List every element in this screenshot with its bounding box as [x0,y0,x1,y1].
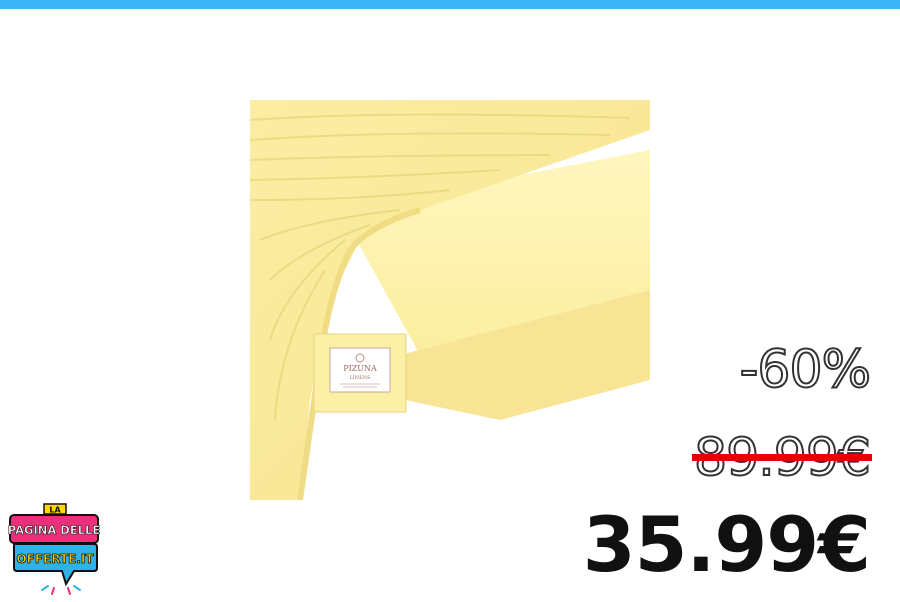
logo-line2: PAGINA DELLE [8,523,100,537]
old-price: 89.99€ [692,427,872,489]
product-image[interactable]: PIZUNA LINENS [250,100,650,500]
package-subbrand: LINENS [349,375,371,381]
discount-badge: -60% [739,339,872,401]
top-accent-bar [0,0,900,9]
old-price-container: 89.99€ [692,427,872,489]
strikethrough-line [692,454,872,461]
package-brand: PIZUNA [343,364,377,373]
logo-graphic: LA PAGINA DELLE OFFERTE.IT [7,503,101,595]
new-price: 35.99€ [582,500,871,589]
product-package: PIZUNA LINENS [313,333,407,413]
fitted-sheet-illustration: PIZUNA LINENS [250,100,650,500]
logo-line3: OFFERTE.IT [16,552,94,566]
logo-line1: LA [49,506,61,515]
site-logo[interactable]: LA PAGINA DELLE OFFERTE.IT [7,502,101,598]
